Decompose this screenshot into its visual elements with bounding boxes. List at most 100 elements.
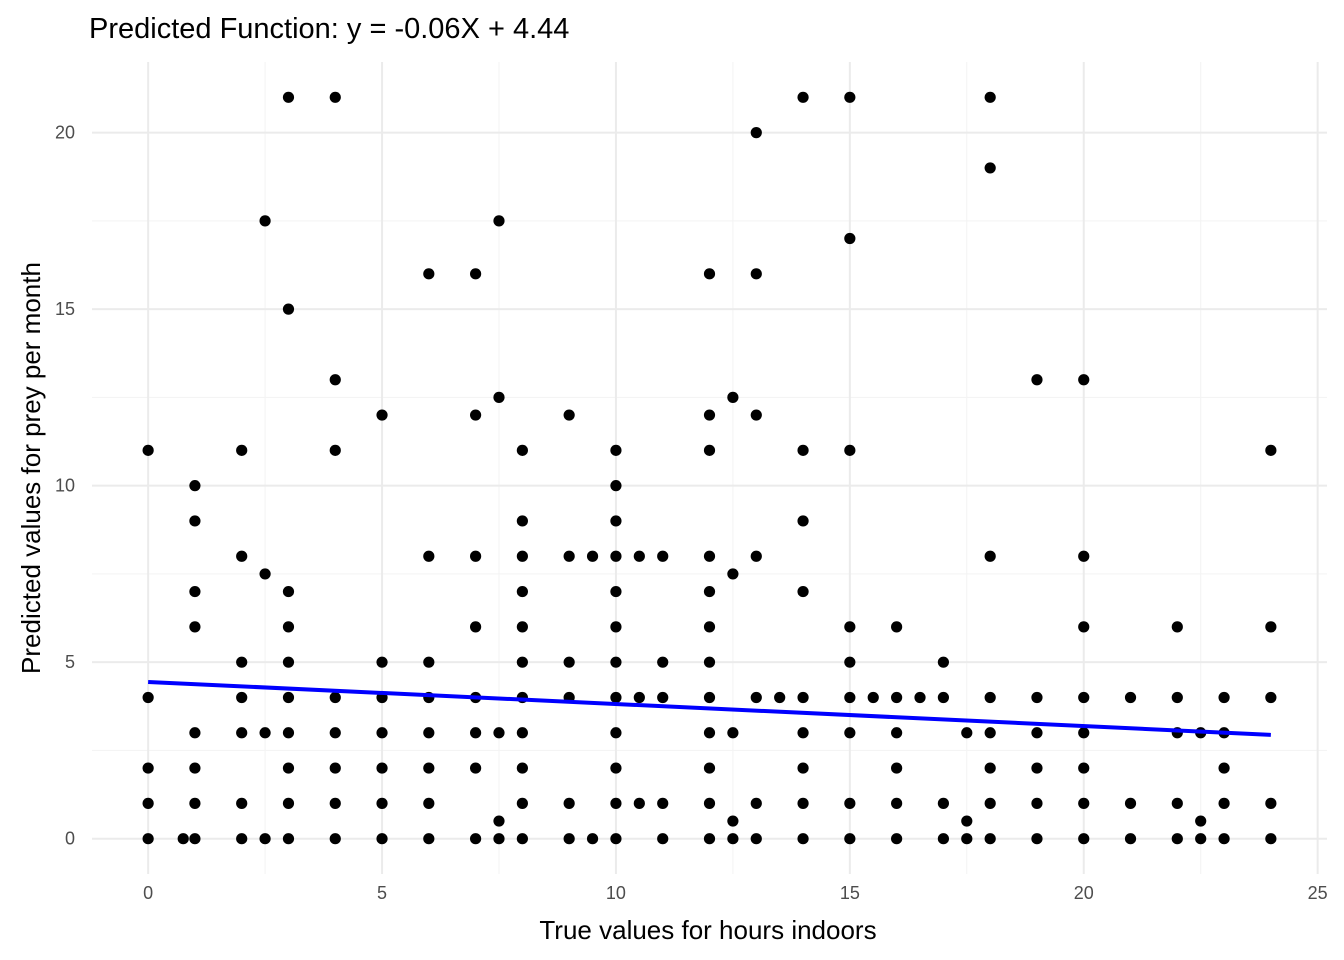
- data-point: [797, 515, 809, 527]
- data-point: [703, 691, 716, 704]
- data-point: [750, 691, 762, 704]
- data-point: [727, 391, 739, 403]
- data-point: [797, 691, 809, 704]
- data-point: [516, 515, 528, 527]
- data-point: [1031, 727, 1043, 739]
- data-point: [376, 797, 388, 809]
- data-point: [610, 691, 622, 704]
- data-point: [984, 91, 996, 103]
- data-point: [703, 444, 716, 456]
- data-point: [1031, 762, 1043, 774]
- data-point: [750, 797, 762, 809]
- x-tick-label: 15: [840, 883, 860, 903]
- data-point: [1218, 762, 1230, 774]
- data-point: [189, 515, 201, 527]
- data-point: [516, 444, 528, 456]
- data-point: [1078, 727, 1090, 739]
- data-point: [376, 762, 388, 774]
- data-point: [984, 691, 996, 704]
- data-point: [610, 656, 622, 668]
- y-tick-label: 0: [65, 829, 75, 849]
- data-point: [891, 691, 903, 704]
- data-point: [493, 727, 505, 739]
- data-point: [1124, 833, 1137, 845]
- data-point: [633, 550, 645, 562]
- data-point: [703, 833, 716, 845]
- data-point: [1031, 691, 1043, 704]
- data-point: [727, 833, 739, 845]
- y-tick-label: 5: [65, 652, 75, 672]
- data-point: [1171, 833, 1183, 845]
- data-point: [189, 585, 201, 598]
- data-point: [914, 691, 926, 704]
- data-point: [610, 444, 622, 456]
- data-point: [1265, 833, 1277, 845]
- data-point: [282, 691, 295, 704]
- data-point: [423, 797, 435, 809]
- data-point: [1265, 444, 1277, 456]
- data-point: [891, 621, 903, 633]
- data-point: [516, 797, 528, 809]
- data-point: [1078, 374, 1090, 386]
- data-point: [1195, 833, 1207, 845]
- data-point: [610, 621, 622, 633]
- data-point: [236, 691, 248, 704]
- data-point: [703, 621, 716, 633]
- data-point: [189, 480, 201, 492]
- data-point: [516, 585, 528, 598]
- data-point: [376, 727, 388, 739]
- data-point: [703, 762, 716, 774]
- data-point: [984, 727, 996, 739]
- data-point: [984, 833, 996, 845]
- data-point: [282, 656, 295, 668]
- data-point: [1265, 797, 1277, 809]
- data-point: [657, 550, 669, 562]
- data-point: [937, 656, 950, 668]
- data-point: [750, 409, 762, 421]
- y-tick-label: 10: [55, 476, 75, 496]
- data-point: [282, 585, 295, 598]
- data-point: [610, 833, 622, 845]
- data-point: [984, 550, 996, 562]
- data-point: [1078, 621, 1090, 633]
- data-point: [891, 797, 903, 809]
- data-point: [844, 727, 856, 739]
- data-point: [750, 127, 762, 139]
- data-point: [1218, 833, 1230, 845]
- data-point: [1265, 691, 1277, 704]
- data-point: [961, 815, 973, 827]
- data-point: [703, 268, 716, 280]
- x-tick-label: 20: [1074, 883, 1094, 903]
- data-point: [236, 656, 248, 668]
- data-point: [282, 91, 295, 103]
- data-point: [516, 727, 528, 739]
- data-point: [984, 162, 996, 174]
- data-point: [329, 797, 341, 809]
- data-point: [282, 797, 295, 809]
- data-point: [189, 762, 201, 774]
- data-point: [891, 727, 903, 739]
- data-point: [703, 409, 716, 421]
- data-point: [142, 444, 154, 456]
- data-point: [423, 727, 435, 739]
- data-point: [727, 568, 739, 580]
- data-point: [1124, 797, 1137, 809]
- data-point: [984, 762, 996, 774]
- chart-title: Predicted Function: y = -0.06X + 4.44: [89, 13, 569, 45]
- fit-line-group: [148, 679, 1271, 737]
- data-point: [493, 215, 505, 227]
- data-point: [1031, 797, 1043, 809]
- x-axis-label: True values for hours indoors: [539, 915, 876, 945]
- data-point: [142, 833, 154, 845]
- data-point: [657, 691, 669, 704]
- data-point: [727, 727, 739, 739]
- data-point: [1078, 833, 1090, 845]
- data-point: [797, 727, 809, 739]
- data-point: [493, 833, 505, 845]
- data-point: [329, 691, 341, 704]
- data-point: [797, 833, 809, 845]
- regression-line: [148, 679, 1271, 737]
- x-tick-label: 0: [143, 883, 153, 903]
- data-point: [423, 550, 435, 562]
